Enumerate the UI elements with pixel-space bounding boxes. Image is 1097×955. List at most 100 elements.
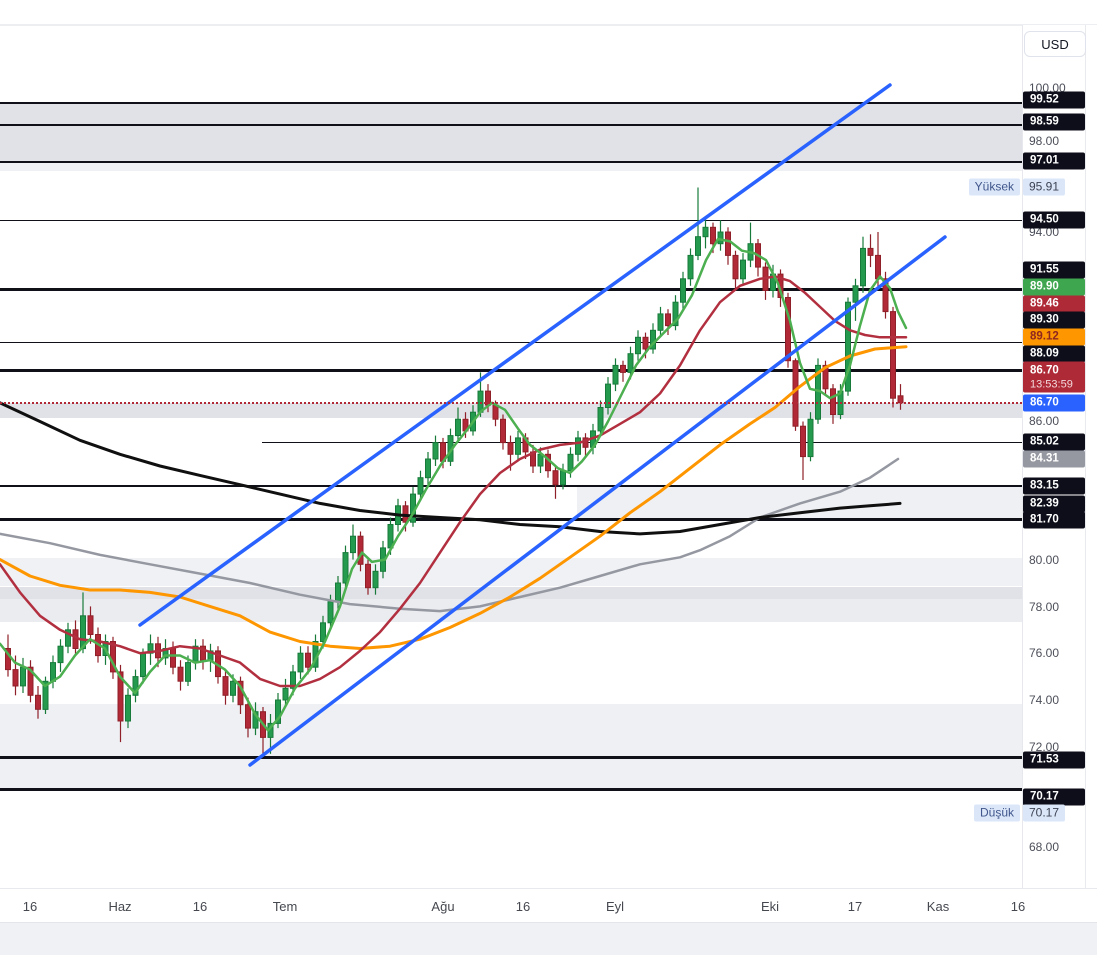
candle: [155, 643, 161, 659]
candle: [582, 437, 589, 448]
candle: [860, 247, 866, 287]
candle: [875, 254, 881, 280]
time-axis-label: Tem: [272, 899, 298, 914]
candle: [890, 311, 896, 399]
candle: [177, 666, 184, 682]
level-price-badge: 91.55: [1023, 261, 1085, 279]
horizontal-level-line[interactable]: [0, 101, 1022, 104]
level-price-badge: 88.09: [1023, 345, 1085, 363]
candle: [657, 313, 664, 331]
level-price-badge: 99.52: [1023, 91, 1085, 109]
candle: [305, 652, 311, 668]
last-price-dotted-line: [0, 402, 1022, 404]
candle: [462, 418, 469, 432]
price-tick-label: 74.00: [1029, 693, 1060, 707]
horizontal-level-line[interactable]: [0, 341, 1022, 343]
candle: [455, 418, 461, 437]
candle: [132, 676, 139, 696]
price-tick-label: 86.00: [1029, 414, 1060, 428]
candle: [170, 648, 176, 668]
time-axis-label: 16: [515, 899, 531, 914]
candle: [297, 652, 304, 673]
price-zone-band: [0, 558, 1022, 586]
level-price-badge: 98.59: [1023, 113, 1085, 131]
candle: [320, 622, 326, 642]
candle: [567, 453, 574, 472]
level-price-badge: 85.02: [1023, 433, 1085, 451]
horizontal-level-line[interactable]: [262, 441, 1022, 443]
candle: [27, 666, 34, 696]
candle: [732, 254, 739, 280]
price-zone-band: [0, 599, 1022, 622]
horizontal-level-line[interactable]: [0, 123, 1022, 126]
horizontal-level-line[interactable]: [0, 485, 1022, 487]
time-scale[interactable]: 16 Haz 16 Tem Ağu 16 Eyl Eki 17 Kas 16: [0, 888, 1097, 923]
chart-pane[interactable]: [0, 0, 1022, 888]
candle: [560, 470, 566, 486]
candle: [65, 629, 71, 647]
candle: [387, 524, 394, 549]
price-zone-band: [0, 103, 1022, 125]
horizontal-level-line[interactable]: [0, 518, 1022, 522]
time-axis-label: Eki: [760, 899, 780, 914]
price-tick-label: 80.00: [1029, 553, 1060, 567]
candle: [777, 273, 784, 299]
horizontal-level-line[interactable]: [0, 160, 1022, 163]
candle: [530, 451, 536, 467]
candle: [290, 671, 296, 689]
time-axis-label: Kas: [926, 899, 950, 914]
horizontal-level-line[interactable]: [0, 788, 1022, 792]
candle: [717, 231, 724, 245]
candle: [147, 643, 154, 654]
candle: [230, 680, 236, 696]
candle: [635, 336, 641, 355]
price-scale-edge: [1085, 25, 1086, 888]
candle: [740, 259, 746, 280]
horizontal-level-line[interactable]: [0, 756, 1022, 760]
candle: [20, 666, 26, 687]
level-price-badge: 71.53: [1023, 751, 1085, 769]
price-zone-band: [577, 486, 1022, 520]
price-zone-band: [0, 587, 1022, 599]
candle: [807, 418, 814, 458]
candle: [695, 236, 701, 256]
currency-button[interactable]: USD: [1024, 31, 1086, 57]
ma-red-line: [0, 275, 908, 688]
price-tick-label: 72.00: [1029, 740, 1060, 754]
bottom-strip: [0, 922, 1097, 955]
ma-red-price-badge: 89.46: [1023, 295, 1085, 313]
horizontal-level-line[interactable]: [0, 287, 1022, 291]
price-tick-label: 76.00: [1029, 646, 1060, 660]
candle: [12, 669, 19, 687]
price-tick-label: 98.00: [1029, 134, 1060, 148]
candle: [500, 418, 506, 444]
candle: [215, 650, 221, 678]
candle: [110, 641, 116, 673]
level-price-badge: 97.01: [1023, 152, 1085, 170]
candle: [522, 437, 529, 453]
high-marker-value: 95.91: [1023, 178, 1066, 196]
horizontal-level-line[interactable]: [0, 219, 1022, 222]
ma-gray-price-badge: 84.31: [1023, 450, 1085, 468]
candle: [185, 662, 191, 682]
candle: [687, 254, 694, 280]
ma-orange-price-badge: 89.12: [1023, 328, 1085, 346]
candle: [507, 442, 514, 455]
candle: [755, 243, 761, 268]
time-axis-label: Eyl: [605, 899, 625, 914]
low-marker-value: 70.17: [1023, 804, 1066, 822]
ma-green-price-badge: 89.90: [1023, 278, 1085, 296]
level-price-badge: 70.17: [1023, 788, 1085, 806]
horizontal-level-line[interactable]: [0, 368, 1022, 372]
candle: [702, 226, 709, 238]
candle: [432, 442, 439, 460]
candle: [192, 645, 199, 664]
candle: [50, 662, 56, 682]
price-zone-band: [0, 704, 1022, 756]
candle: [545, 453, 551, 472]
candle: [350, 535, 356, 554]
candle: [162, 648, 169, 659]
candle: [282, 687, 289, 701]
level-price-badge: 83.15: [1023, 477, 1085, 495]
